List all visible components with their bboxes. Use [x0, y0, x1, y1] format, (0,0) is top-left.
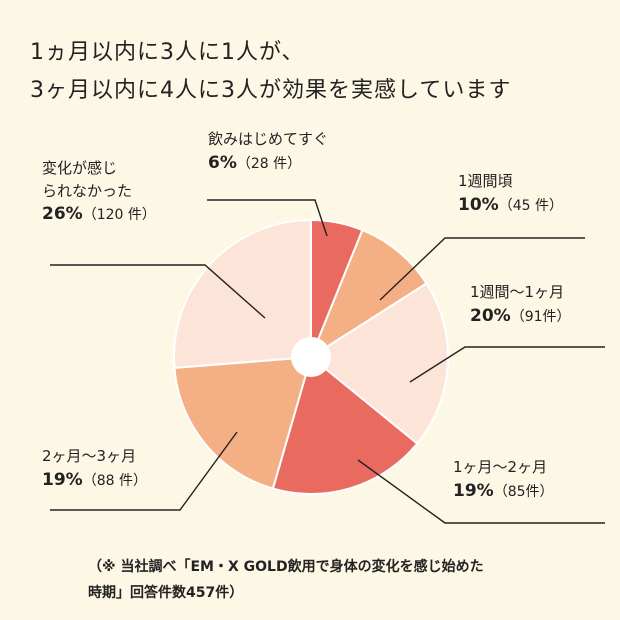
leader-line-2-3month — [50, 431, 238, 511]
label-no-change: 変化が感じ られなかった 26%（120 件） — [42, 157, 156, 228]
label-no-change-percent: 26% — [42, 204, 83, 224]
label-immediate-percent: 6% — [208, 152, 237, 173]
label-1-2month-count: （85件） — [493, 483, 554, 500]
label-immediate: 飲みはじめてすぐ 6%（28 件） — [208, 128, 328, 176]
chart-title-line2: 3ヶ月以内に4人に3人が効果を実感しています — [30, 78, 512, 103]
pie-slice-no-change — [173, 218, 312, 369]
leader-line-1-2month — [357, 459, 605, 524]
label-1week-name: 1週間頃 — [458, 172, 513, 190]
footnote-line2: 時期」回答件数457件） — [88, 584, 244, 601]
label-no-change-count: （120 件） — [82, 207, 156, 223]
label-2-3month: 2ヶ月〜3ヶ月 19%（88 件） — [42, 445, 147, 493]
label-1week: 1週間頃 10%（45 件） — [458, 170, 563, 218]
label-1-2month: 1ヶ月〜2ヶ月 19%（85件） — [453, 456, 554, 504]
label-immediate-name: 飲みはじめてすぐ — [208, 130, 329, 148]
label-1week-1month: 1週間〜1ヶ月 20%（91件） — [470, 281, 571, 329]
label-1week-percent: 10% — [458, 194, 499, 215]
label-1week-1month-name: 1週間〜1ヶ月 — [470, 283, 565, 301]
chart-title-line1: 1ヵ月以内に3人に1人が、 — [30, 40, 305, 65]
footnote: （※ 当社調べ「EM・X GOLD飲用で身体の変化を感じ始めた 時期」回答件数4… — [88, 555, 608, 607]
label-immediate-count: （28 件） — [236, 155, 302, 172]
pie-slice-1-2month — [271, 355, 419, 495]
pie-slice-2-3month — [173, 355, 313, 490]
footnote-line1: （※ 当社調べ「EM・X GOLD飲用で身体の変化を感じ始めた — [88, 559, 484, 575]
label-no-change-line2: られなかった — [42, 181, 133, 200]
pie-slice-1week-1month — [309, 282, 449, 445]
label-2-3month-percent: 19% — [42, 469, 83, 490]
label-1week-count: （45 件） — [498, 197, 563, 214]
label-no-change-line1: 変化が感じ — [42, 159, 118, 177]
leader-line-1week — [379, 237, 585, 301]
leader-line-immediate — [207, 199, 328, 237]
pie-slice-1week — [308, 228, 428, 360]
pie-center-hole — [291, 337, 331, 377]
label-1week-1month-count: （91件） — [510, 308, 571, 325]
leader-line-1week-1month — [409, 346, 605, 383]
label-1week-1month-percent: 20% — [470, 305, 511, 326]
label-1-2month-percent: 19% — [453, 480, 494, 501]
leader-line-no-change — [50, 264, 266, 319]
label-2-3month-name: 2ヶ月〜3ヶ月 — [42, 447, 137, 465]
label-1-2month-name: 1ヶ月〜2ヶ月 — [453, 458, 548, 476]
label-2-3month-count: （88 件） — [82, 472, 147, 489]
